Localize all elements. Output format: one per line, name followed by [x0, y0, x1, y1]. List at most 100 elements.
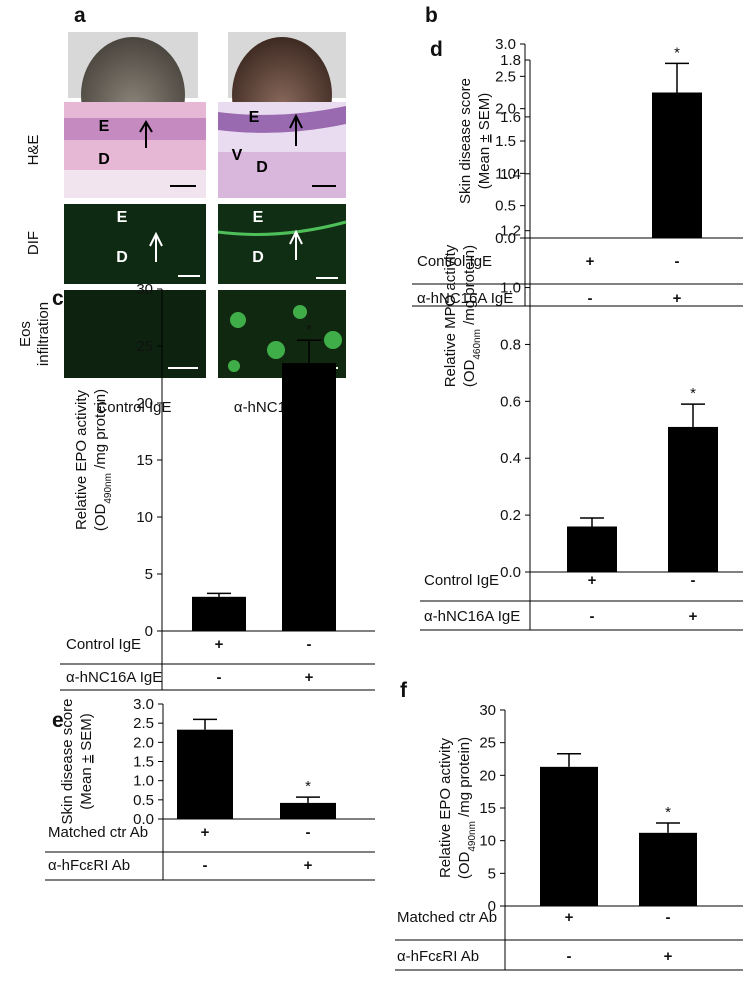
y-tick-label: 25: [136, 338, 153, 355]
y-axis-label-part: 490nm: [467, 821, 478, 852]
tissue-label: E: [249, 109, 260, 126]
significance-mark: *: [674, 44, 680, 61]
y-axis-label-part: (OD: [461, 359, 478, 387]
y-axis-label-part: Relative MPO activity: [442, 244, 459, 387]
y-tick-label: 0.0: [500, 564, 521, 581]
y-tick-label: 0.4: [500, 450, 521, 467]
arrow: [149, 231, 163, 262]
condition-sign: +: [664, 948, 673, 965]
condition-sign: +: [673, 290, 682, 307]
condition-sign: -: [666, 909, 671, 926]
tissue-label: E: [253, 209, 264, 226]
bar: [567, 526, 617, 572]
row-label: DIF: [25, 231, 42, 255]
y-axis-label-part: ±: [78, 755, 95, 763]
bar: [540, 766, 598, 906]
eos-image: [64, 290, 206, 378]
y-tick-label: 1.6: [500, 109, 521, 126]
y-axis-label-part: Relative EPO activity: [73, 389, 90, 530]
y-axis-label-part: (OD: [92, 503, 109, 531]
y-axis-label-part: Relative EPO activity: [437, 737, 454, 878]
tissue-label: D: [256, 159, 268, 176]
bar: [177, 729, 233, 819]
y-tick-label: 20: [479, 767, 496, 784]
panel-letter: f: [400, 679, 408, 702]
condition-label: Control IgE: [66, 636, 141, 653]
panel-letter: e: [52, 709, 64, 732]
y-axis-label: Relative EPO activity: [437, 737, 454, 878]
y-tick-label: 2.0: [133, 734, 154, 751]
y-tick-label: 0.6: [500, 393, 521, 410]
panel-letter: d: [430, 38, 443, 61]
y-axis-label: (OD490nm /mg protein): [456, 737, 478, 879]
tissue-label: E: [117, 209, 128, 226]
bar: [280, 802, 336, 819]
condition-label: α-hFcεRI Ab: [48, 857, 130, 874]
condition-sign: +: [201, 824, 210, 841]
dif-image: [218, 204, 346, 284]
eos-cell: [267, 341, 285, 359]
y-axis-label: Skin disease score: [59, 699, 76, 825]
condition-label: Matched ctr Ab: [397, 909, 497, 926]
condition-label: α-hNC16A IgE: [424, 608, 520, 625]
y-axis-label-part: (Mean: [476, 143, 493, 190]
he-fat: [64, 170, 206, 198]
y-tick-label: 10: [479, 833, 496, 850]
y-axis-label-part: Skin disease score: [457, 78, 474, 204]
eos-cell: [293, 305, 307, 319]
y-tick-label: 1.5: [133, 754, 154, 771]
y-tick-label: 0.0: [495, 230, 516, 247]
bar: [282, 363, 336, 631]
condition-sign: +: [586, 253, 595, 270]
significance-mark: *: [306, 321, 312, 338]
tissue-label: E: [99, 118, 110, 135]
y-tick-label: 0: [488, 898, 496, 915]
y-axis-label-part: (Mean: [78, 763, 95, 810]
bar: [192, 596, 246, 631]
y-tick-label: 2.5: [133, 715, 154, 732]
condition-label: α-hNC16A IgE: [66, 669, 162, 686]
bar: [652, 92, 702, 238]
panel-letter: a: [74, 4, 86, 27]
condition-label: Control IgE: [424, 572, 499, 589]
y-axis-label-part: SEM): [476, 93, 493, 135]
y-tick-label: 1.0: [133, 773, 154, 790]
y-axis-label-part: /mg protein): [456, 737, 473, 821]
y-tick-label: 1.2: [500, 223, 521, 240]
y-axis-label-part: ±: [476, 134, 493, 142]
y-axis-label: (OD460nm /mg protein): [461, 245, 483, 387]
significance-mark: *: [305, 778, 311, 795]
condition-sign: +: [305, 669, 314, 686]
y-axis-label-part: (OD: [456, 851, 473, 879]
arrow: [289, 229, 303, 260]
he-epidermis: [64, 118, 206, 140]
y-axis-label: (OD490nm /mg protein): [92, 389, 114, 531]
y-tick-label: 2.0: [495, 101, 516, 118]
y-tick-label: 3.0: [133, 696, 154, 713]
y-tick-label: 1.0: [500, 280, 521, 297]
dif-line: [217, 220, 347, 236]
condition-label: α-hFcεRI Ab: [397, 948, 479, 965]
condition-sign: -: [307, 636, 312, 653]
column-label: Control IgE: [96, 399, 171, 416]
y-tick-label: 3.0: [495, 36, 516, 53]
y-tick-label: 5: [488, 865, 496, 882]
condition-label: α-hNC16A IgE: [417, 290, 513, 307]
y-tick-label: 15: [479, 800, 496, 817]
y-axis-label-part: /mg protein): [461, 245, 478, 329]
y-axis-label-part: 460nm: [472, 329, 483, 360]
bar: [668, 426, 718, 572]
y-axis-label-part: SEM): [78, 713, 95, 755]
condition-sign: -: [217, 669, 222, 686]
y-tick-label: 1.8: [500, 52, 521, 69]
condition-sign: -: [203, 857, 208, 874]
y-tick-label: 0.5: [495, 198, 516, 215]
condition-sign: -: [675, 253, 680, 270]
tissue-label: D: [116, 249, 128, 266]
y-tick-label: 20: [136, 395, 153, 412]
condition-sign: +: [215, 636, 224, 653]
condition-sign: -: [306, 824, 311, 841]
